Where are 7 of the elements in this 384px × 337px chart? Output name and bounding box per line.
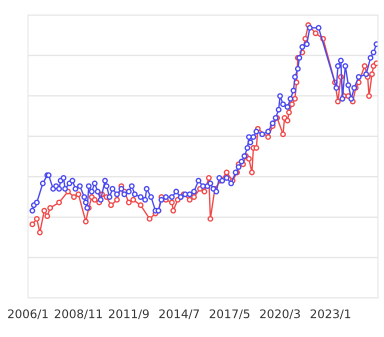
x-tick-label: 2020/3 [260, 309, 300, 320]
x-tick-label: 2014/7 [159, 309, 199, 320]
x-tick-label: 2017/5 [210, 309, 250, 320]
x-tick-label: 2006/1 [8, 309, 48, 320]
x-tick-label: 2008/11 [54, 309, 102, 320]
x-tick-label: 2023/1 [310, 309, 350, 320]
x-tick-label: 2011/9 [108, 309, 149, 320]
